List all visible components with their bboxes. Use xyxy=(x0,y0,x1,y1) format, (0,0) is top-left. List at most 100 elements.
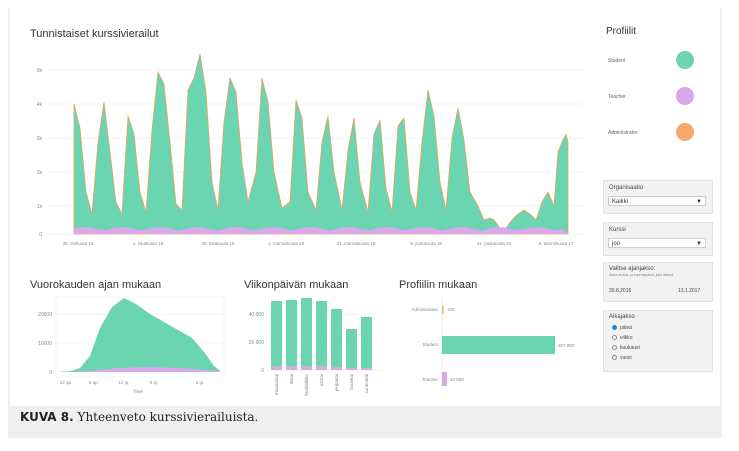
organisation-label: Organisaatio xyxy=(609,185,644,191)
organisation-value: Kaikki xyxy=(612,199,629,205)
radio-icon xyxy=(612,355,617,361)
bar-lauantai xyxy=(346,329,357,368)
main-y-tick: 2k xyxy=(37,170,43,176)
legend-student-label: Student xyxy=(608,58,626,64)
hourly-x-label: Time xyxy=(133,389,143,394)
time-scale-filter: Aikajakso päivä viikko kuukausi vuosi xyxy=(603,310,713,372)
hourly-x-tick: 12 ip. xyxy=(118,380,129,385)
bar-perjantai xyxy=(331,309,342,368)
weekday-label: lauantai xyxy=(349,374,354,390)
radio-week-label: viikko xyxy=(620,335,633,341)
main-y-tick: 5k xyxy=(37,68,43,74)
main-x-tick: 1. lokakuuta 16 xyxy=(133,241,164,246)
hourly-x-tick: 6 ip. xyxy=(150,380,159,385)
legend-administrator-dot[interactable] xyxy=(676,123,694,141)
radio-icon xyxy=(612,345,617,351)
main-x-tick: 30. lokakuuta 16 xyxy=(201,241,235,246)
weekday-label: tiistai xyxy=(289,374,294,384)
radio-year-label: vuosi xyxy=(620,355,632,361)
bar-administrator xyxy=(442,306,444,314)
profile-chart-title: Profiilin mukaan xyxy=(399,279,478,291)
course-filter: Kurssi joo ▼ xyxy=(603,222,713,256)
main-y-tick: 4k xyxy=(37,102,43,108)
hourly-chart-title: Vuorokauden ajan mukaan xyxy=(30,279,162,291)
course-select[interactable]: joo ▼ xyxy=(608,238,706,248)
organisation-filter: Organisaatio Kaikki ▼ xyxy=(603,180,713,214)
main-y-tick: 0 xyxy=(39,232,42,238)
main-x-tick: 21. joulukuuta 16 xyxy=(477,241,512,246)
chevron-down-icon: ▼ xyxy=(696,241,702,247)
profile-bar-chart: Administrator 100 Student 207 850 Teache… xyxy=(411,298,575,387)
bar-maanantai xyxy=(271,301,282,368)
hourly-x-tick: 12 ap. xyxy=(60,380,73,385)
radio-day-label: päivä xyxy=(620,325,632,331)
weekday-y-tick: 40 000 xyxy=(249,312,265,318)
weekday-label: maanantai xyxy=(274,374,279,395)
bar-keskiviikko xyxy=(301,298,312,368)
weekday-chart-title: Viikonpäivän mukaan xyxy=(244,279,349,291)
weekday-label: perjantai xyxy=(334,374,339,391)
caption-text: Yhteenveto kurssivierailuista. xyxy=(77,410,259,424)
hourly-y-tick: 10000 xyxy=(38,341,52,347)
radio-year[interactable]: vuosi xyxy=(612,355,632,361)
weekday-y-tick: 0 xyxy=(261,368,264,374)
radio-month[interactable]: kuukausi xyxy=(612,345,640,351)
main-area-chart: 5k 4k 3k 2k 1k 0 30. elokuuta 16 1. lokakuuta … xyxy=(37,53,583,246)
hourly-area-chart: 20000 10000 0 12 ap. 6 ap. 12 ip. 6 ip. … xyxy=(38,296,225,394)
time-range-filter: Valitse ajanjakso: Anna aloitus- ja lope… xyxy=(603,262,713,302)
weekday-label: torstai xyxy=(319,374,324,386)
legend-student-dot[interactable] xyxy=(676,51,694,69)
weekday-bar-chart: 40 000 20 000 0 maanantai tiistai keskiv… xyxy=(249,298,382,396)
radio-icon xyxy=(612,335,617,341)
teacher-area xyxy=(74,227,568,234)
legend-teacher-dot[interactable] xyxy=(676,87,694,105)
bar-tiistai xyxy=(286,300,297,368)
hourly-x-tick: 6 ip. xyxy=(196,380,205,385)
profile-value-student: 207 850 xyxy=(558,343,575,348)
main-y-tick: 3k xyxy=(37,136,43,142)
bar-sunnuntai xyxy=(361,317,372,368)
time-scale-label: Aikajakso xyxy=(609,314,635,320)
chevron-down-icon: ▼ xyxy=(696,199,702,205)
course-label: Kurssi xyxy=(609,227,626,233)
bar-student xyxy=(442,336,555,354)
course-value: joo xyxy=(612,241,621,247)
weekday-label: keskiviikko xyxy=(304,374,309,396)
main-chart-title: Tunnistaiset kurssivierailut xyxy=(30,28,159,40)
hourly-y-tick: 0 xyxy=(49,370,52,376)
caption-label: KUVA 8. xyxy=(20,410,74,424)
radio-day[interactable]: päivä xyxy=(612,325,632,331)
legend-teacher-label: Teacher xyxy=(608,94,626,100)
bar-torstai xyxy=(316,301,327,368)
radio-week[interactable]: viikko xyxy=(612,335,633,341)
profile-value-teacher: 10 000 xyxy=(450,377,464,382)
start-date-input[interactable]: 30.8.2016 xyxy=(609,288,632,294)
main-x-tick: 9. joulukuuta 16 xyxy=(410,241,442,246)
radio-month-label: kuukausi xyxy=(620,345,640,351)
student-area xyxy=(73,53,569,235)
time-range-label: Valitse ajanjakso: xyxy=(609,266,656,272)
profiles-title: Profiilit xyxy=(606,26,637,37)
main-x-tick: 21. marraskuuta 16 xyxy=(337,241,376,246)
profile-label-teacher: Teacher xyxy=(422,377,439,382)
time-range-hint: Anna aloitus- ja lopetuspäivä, jolle til… xyxy=(609,273,674,277)
hourly-x-tick: 6 ap. xyxy=(89,380,99,385)
bar-teacher xyxy=(442,372,447,386)
profile-label-student: Student xyxy=(422,342,438,347)
legend-administrator-label: Administrator xyxy=(608,130,638,136)
hourly-teacher-area xyxy=(58,367,220,372)
main-x-tick: 1. marraskuuta 16 xyxy=(268,241,305,246)
radio-selected-icon xyxy=(612,325,617,331)
main-x-tick: 9. tammikuuta 17 xyxy=(539,241,574,246)
weekday-y-tick: 20 000 xyxy=(249,340,265,346)
profile-value-administrator: 100 xyxy=(447,307,455,312)
main-y-tick: 1k xyxy=(37,204,43,210)
figure-caption: KUVA 8. Yhteenveto kurssivierailuista. xyxy=(20,410,258,424)
end-date-input[interactable]: 13.1.2017 xyxy=(678,288,701,294)
weekday-label: sunnuntai xyxy=(364,374,369,394)
organisation-select[interactable]: Kaikki ▼ xyxy=(608,196,706,206)
hourly-y-tick: 20000 xyxy=(38,312,52,318)
profile-label-administrator: Administrator xyxy=(411,307,438,312)
hourly-student-area xyxy=(58,298,220,372)
main-x-tick: 30. elokuuta 16 xyxy=(63,241,94,246)
